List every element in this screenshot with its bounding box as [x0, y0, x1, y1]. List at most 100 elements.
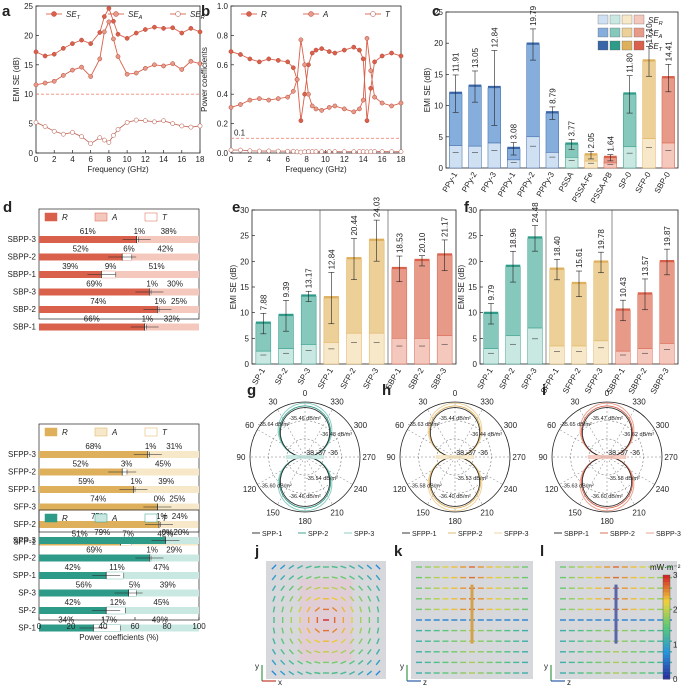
- bar-se-r: [565, 157, 579, 169]
- polar-frame: [551, 401, 663, 513]
- ring-label: -37: [618, 450, 628, 457]
- bar-se-r: [391, 338, 408, 365]
- data-label: 9%: [105, 262, 117, 271]
- y-tick-label: 5: [473, 334, 478, 343]
- x-tick-label: PSSA: [557, 170, 576, 194]
- field-arrow: [358, 638, 363, 645]
- legend-swatch: [44, 427, 58, 437]
- peak-annotation: -36.46 dB/m²: [289, 494, 321, 500]
- data-point: [97, 135, 103, 141]
- data-label: 42%: [65, 598, 81, 607]
- x-tick-label: SPP-1: [475, 366, 495, 391]
- bar-a: [131, 253, 199, 261]
- angle-label: 180: [448, 517, 462, 526]
- y-tick-label: SBP-3: [13, 288, 37, 297]
- data-label: 3.08: [510, 123, 519, 139]
- colorbar-segment: [663, 595, 670, 600]
- angle-label: 0: [453, 389, 458, 398]
- field-arrow: [366, 564, 373, 570]
- data-point: [79, 37, 84, 43]
- colorbar-segment: [663, 609, 670, 614]
- bar-se-r: [545, 152, 559, 169]
- data-label: 42%: [157, 245, 173, 254]
- data-point: [266, 56, 272, 62]
- x-tick-label: 6: [88, 155, 93, 164]
- data-point: [70, 41, 75, 46]
- x-tick-label: SBPP-2: [627, 366, 649, 396]
- data-point: [170, 25, 176, 31]
- data-point: [228, 105, 234, 110]
- peak-annotation: -36.40 dB/m²: [439, 494, 471, 500]
- y-tick-label: 10: [240, 309, 249, 318]
- field-arrow: [340, 596, 347, 602]
- data-point: [179, 30, 185, 36]
- field-arrow: [367, 585, 372, 592]
- y-tick-label: 30: [468, 206, 477, 215]
- legend-swatch: [144, 513, 158, 523]
- data-label: 12.84: [490, 27, 499, 48]
- y-tick-label: 10: [434, 102, 443, 111]
- y-tick-label: 0.6: [217, 61, 229, 70]
- angle-label: 90: [539, 453, 548, 462]
- field-arrow: [375, 564, 381, 570]
- bar-se-r: [483, 348, 499, 365]
- data-point: [368, 85, 374, 91]
- field-arrow: [297, 585, 303, 591]
- data-label: 18.53: [395, 232, 404, 253]
- x-tick-label: 40: [99, 622, 108, 631]
- field-arrow: [375, 659, 381, 666]
- field-arrow: [349, 649, 355, 655]
- field-arrow: [288, 659, 295, 665]
- legend-label: SBPP-3: [656, 531, 681, 538]
- field-arrow: [349, 565, 355, 569]
- angle-label: 210: [632, 508, 646, 517]
- data-point: [326, 49, 332, 54]
- legend-swatch: [94, 212, 108, 222]
- data-point: [60, 131, 66, 137]
- data-point: [79, 134, 84, 139]
- colorbar-segment: [663, 592, 670, 597]
- field-arrow: [350, 606, 354, 613]
- data-point: [197, 29, 203, 35]
- plot-frame: [38, 509, 200, 621]
- field-map-k: yz: [400, 561, 533, 687]
- data-point: [326, 105, 332, 110]
- bar-r: [39, 468, 123, 476]
- bar-se-r: [623, 146, 637, 169]
- field-arrow: [341, 627, 346, 634]
- x-tick-label: PPy-2: [460, 170, 479, 194]
- data-label: 68%: [85, 442, 101, 451]
- legend-swatch: [44, 513, 58, 523]
- pattern-curve: [427, 402, 483, 512]
- bar-a: [157, 503, 199, 511]
- data-point: [389, 103, 394, 109]
- polar-spoke: [257, 456, 306, 485]
- peak-annotation: -35.65 dB/m²: [560, 422, 592, 428]
- field-arrow: [306, 627, 311, 634]
- polar-spoke: [454, 456, 483, 505]
- legend-label: SEA: [128, 10, 143, 21]
- data-point: [124, 120, 130, 125]
- bar-r: [39, 503, 158, 511]
- legend-label: T: [162, 514, 168, 523]
- colorbar-title: mW·m⁻²: [650, 563, 681, 572]
- data-point: [33, 49, 39, 55]
- field-arrow: [271, 670, 277, 676]
- legend-swatch: [597, 27, 609, 38]
- bar-a: [115, 271, 199, 278]
- ring-label: -37: [316, 450, 326, 457]
- data-point: [313, 47, 319, 53]
- sample-slab: [614, 584, 618, 644]
- data-label: 19.78: [597, 229, 606, 250]
- field-arrow: [281, 606, 285, 613]
- legend-swatch: [621, 27, 633, 38]
- angle-label: 270: [362, 453, 376, 462]
- data-label: 32%: [164, 315, 180, 324]
- x-tick-label: PPy-1: [441, 170, 460, 194]
- data-point: [319, 108, 325, 113]
- x-tick-label: SFP-1: [316, 366, 335, 391]
- field-arrow: [367, 648, 372, 655]
- angle-label: 0: [303, 389, 308, 398]
- polar-spoke: [427, 409, 456, 458]
